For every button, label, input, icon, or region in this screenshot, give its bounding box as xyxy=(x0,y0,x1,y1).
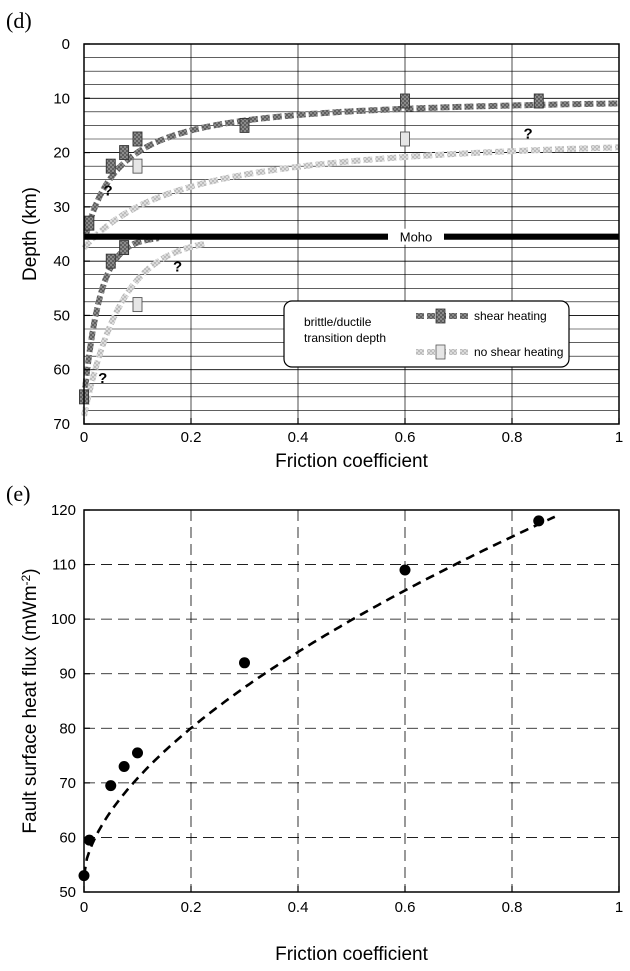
shear-heating-marker xyxy=(119,240,130,256)
data-point xyxy=(83,834,95,846)
y-tick-label: 60 xyxy=(59,829,76,846)
panel-d-markers xyxy=(79,93,544,405)
shear-heating-marker xyxy=(132,131,143,147)
fit-curve xyxy=(82,515,556,876)
panel-e-y-axis-title: Fault surface heat flux (mWm-2) xyxy=(19,568,41,833)
panel-d-x-axis-title: Friction coefficient xyxy=(275,451,428,472)
y-tick-label: 100 xyxy=(51,611,76,628)
data-point xyxy=(399,564,411,576)
panel-d-annotations: ???? xyxy=(98,126,532,387)
legend-entry-no-shear-heating: no shear heating xyxy=(474,345,563,359)
panel-e-y-axis-title-main: Fault surface heat flux (mWm xyxy=(20,585,41,833)
y-tick-label: 110 xyxy=(52,557,76,574)
shear-heating-marker xyxy=(239,117,250,133)
data-point xyxy=(132,747,143,759)
y-tick-label: 10 xyxy=(53,90,70,107)
x-tick-label: 0 xyxy=(80,429,88,446)
legend-caption-line-1: brittle/ductile xyxy=(304,315,372,329)
data-point xyxy=(118,760,130,772)
panel-d-label: (d) xyxy=(6,8,32,33)
y-tick-label: 80 xyxy=(59,720,76,737)
panel-d-y-axis-title: Depth (km) xyxy=(20,187,41,281)
y-tick-label: 20 xyxy=(53,145,70,162)
y-tick-label: 50 xyxy=(53,307,70,324)
panel-d-curves xyxy=(81,100,620,417)
y-tick-label: 70 xyxy=(59,775,76,792)
x-tick-label: 0.4 xyxy=(288,429,309,446)
panel-e-frame xyxy=(83,509,620,893)
panel-e-y-axis-title-end: ) xyxy=(20,568,41,574)
legend-swatch-noshear-marker xyxy=(435,344,446,360)
x-tick-label: 1 xyxy=(615,899,623,916)
shear-heating-marker xyxy=(119,145,130,161)
panel-e-x-axis-title: Friction coefficient xyxy=(275,944,428,965)
x-tick-label: 0.2 xyxy=(181,429,202,446)
y-tick-label: 30 xyxy=(53,199,70,216)
question-mark-annotation: ? xyxy=(523,126,532,143)
panel-d-legend: brittle/ductile transition depth shear h… xyxy=(283,300,570,368)
no-shear-heating-marker xyxy=(400,131,410,147)
legend-swatch-shear-marker xyxy=(435,308,446,324)
panel-e-grid xyxy=(84,509,619,892)
shear-heating-marker xyxy=(105,253,116,269)
shear-heating-upper-curve xyxy=(83,100,620,236)
panel-e-label: (e) xyxy=(6,481,30,506)
x-tick-label: 0.4 xyxy=(288,899,309,916)
no-shear-heating-marker xyxy=(132,297,143,313)
data-point xyxy=(239,657,250,669)
panel-d-moho: Moho xyxy=(84,228,619,245)
y-tick-label: 40 xyxy=(53,253,70,270)
shear-heating-marker xyxy=(400,93,410,109)
shear-heating-marker xyxy=(533,93,544,109)
no-shear-heating-lower-curve xyxy=(81,240,208,417)
no-shear-heating-upper-curve xyxy=(81,144,620,251)
panel-e-points xyxy=(78,515,545,882)
question-mark-annotation: ? xyxy=(98,370,107,387)
shear-heating-marker xyxy=(105,158,116,174)
data-point xyxy=(105,780,117,792)
x-tick-label: 0.8 xyxy=(502,429,523,446)
shear-heating-lower-curve xyxy=(81,235,160,400)
y-tick-label: 60 xyxy=(53,362,70,379)
moho-label-bg xyxy=(388,228,444,245)
legend-entry-shear-heating: shear heating xyxy=(474,309,547,323)
no-shear-heating-marker xyxy=(132,158,143,174)
x-tick-label: 0.6 xyxy=(395,899,416,916)
panel-e-y-axis-title-sup: -2 xyxy=(19,574,33,585)
y-tick-label: 70 xyxy=(53,416,70,433)
legend-caption-line-2: transition depth xyxy=(304,331,386,345)
data-point xyxy=(533,515,545,527)
x-tick-label: 0.2 xyxy=(181,899,202,916)
panel-d: (d) Moho ???? brittle/ductile transition… xyxy=(6,8,623,472)
y-tick-label: 0 xyxy=(62,36,70,53)
x-tick-label: 0 xyxy=(80,899,88,916)
x-tick-label: 0.8 xyxy=(502,899,523,916)
moho-label: Moho xyxy=(400,230,433,245)
y-tick-label: 90 xyxy=(59,666,76,683)
legend-box xyxy=(283,300,570,368)
x-tick-label: 1 xyxy=(615,429,623,446)
question-mark-annotation: ? xyxy=(103,183,112,200)
y-tick-label: 50 xyxy=(59,884,76,901)
shear-heating-marker xyxy=(84,215,95,231)
panel-e: (e) 0 0.2 0.4 0.6 0.8 1 50 60 70 80 90 100 110 120 Fr… xyxy=(6,481,623,965)
question-mark-annotation: ? xyxy=(173,259,182,276)
y-tick-label: 120 xyxy=(51,502,76,519)
panel-d-frame xyxy=(83,43,620,425)
panel-e-ticks: 0 0.2 0.4 0.6 0.8 1 50 60 70 80 90 100 110 120 xyxy=(51,502,623,916)
x-tick-label: 0.6 xyxy=(395,429,416,446)
